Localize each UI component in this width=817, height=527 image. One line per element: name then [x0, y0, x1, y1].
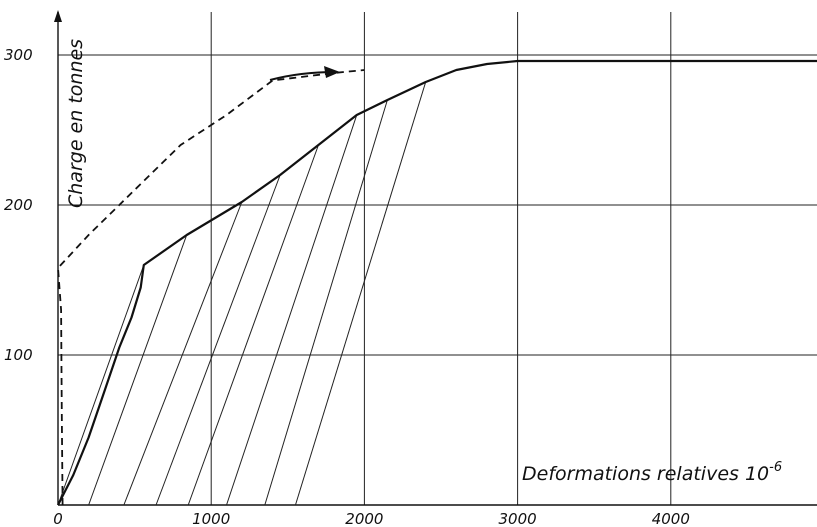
unloading-line: [88, 234, 188, 506]
unloading-lines: [57, 81, 427, 506]
x-axis-label: Deformations relatives 10-6: [522, 460, 782, 485]
x-tick-label: 4000: [652, 510, 690, 527]
x-tick-label: 0: [53, 510, 63, 527]
arrow-head: [324, 66, 340, 78]
y-axis-arrowhead: [54, 10, 62, 22]
x-tick-label: 1000: [192, 510, 230, 527]
tick-labels: 0 1000 2000 3000 4000 100 200 300: [4, 46, 690, 527]
grid-layer: [58, 12, 817, 505]
series-layer: [57, 59, 817, 506]
unloading-line: [57, 264, 145, 506]
x-axis-label-exponent: -6: [769, 460, 782, 475]
y-axis-label: Charge en tonnes: [65, 39, 87, 208]
x-tick-label: 2000: [345, 510, 383, 527]
y-tick-label: 300: [4, 46, 33, 64]
direction-arrow: [269, 66, 340, 81]
x-tick-label: 3000: [499, 510, 537, 527]
series-line-dashed: [57, 69, 365, 506]
x-axis-label-text: Deformations relatives 10: [522, 463, 769, 485]
unloading-line: [123, 201, 243, 506]
unloading-line: [155, 174, 281, 506]
unloading-line: [187, 144, 319, 506]
y-tick-label: 200: [4, 196, 33, 214]
unloading-line: [294, 81, 427, 506]
series-line-main: [57, 59, 817, 506]
y-tick-label: 100: [4, 346, 33, 364]
unloading-line: [264, 99, 388, 506]
unloading-line: [226, 114, 358, 506]
axes-layer: [54, 10, 817, 506]
